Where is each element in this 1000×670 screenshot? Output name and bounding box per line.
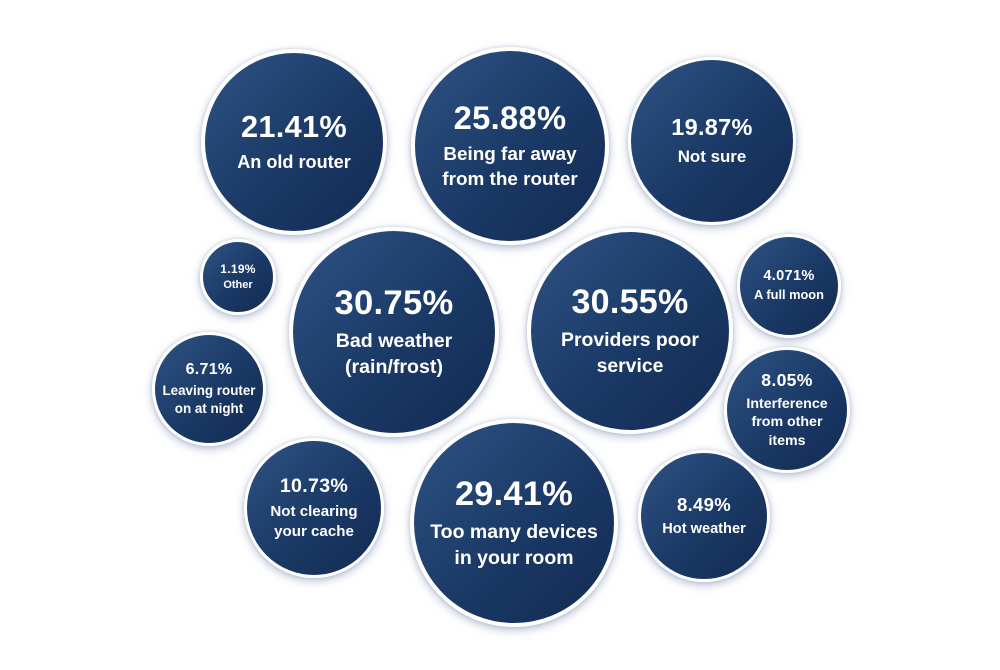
bubble-label: Interference from other items	[746, 395, 828, 449]
bubble-label: Bad weather (rain/frost)	[335, 330, 453, 378]
bubble-providers-poor-service: 30.55% Providers poor service	[527, 228, 733, 434]
bubble-label: Providers poor service	[561, 329, 699, 377]
bubble-label: Other	[223, 279, 253, 291]
bubble-an-old-router: 21.41% An old router	[201, 49, 387, 235]
bubble-value: 6.71%	[185, 360, 233, 378]
bubble-bad-weather: 30.75% Bad weather (rain/frost)	[289, 227, 499, 437]
bubble-value: 10.73%	[279, 474, 349, 497]
bubble-value: 1.19%	[220, 261, 256, 276]
bubble-interference-other-items: 8.05% Interference from other items	[724, 347, 850, 473]
bubble-label: Leaving router on at night	[162, 383, 256, 416]
bubble-label: Not sure	[677, 147, 747, 167]
bubble-other: 1.19% Other	[200, 239, 276, 315]
bubble-label: Too many devices in your room	[430, 521, 598, 569]
bubble-label: Not clearing your cache	[270, 502, 358, 540]
bubble-value: 4.071%	[763, 268, 815, 285]
bubble-value: 30.55%	[571, 283, 689, 322]
bubble-a-full-moon: 4.071% A full moon	[737, 234, 841, 338]
bubble-value: 8.05%	[761, 369, 813, 390]
bubble-value: 25.88%	[453, 99, 567, 137]
bubble-label: Being far away from the router	[442, 144, 578, 190]
bubble-label: Hot weather	[662, 520, 746, 537]
bubble-value: 30.75%	[334, 283, 454, 322]
bubble-leaving-router-on: 6.71% Leaving router on at night	[152, 332, 266, 446]
bubble-value: 29.41%	[454, 475, 574, 514]
bubble-value: 8.49%	[677, 493, 731, 515]
bubble-label: An old router	[237, 152, 351, 173]
bubble-not-sure: 19.87% Not sure	[628, 57, 796, 225]
bubble-far-away-from-router: 25.88% Being far away from the router	[411, 47, 609, 245]
bubble-value: 19.87%	[671, 114, 753, 141]
bubble-label: A full moon	[754, 287, 824, 303]
bubble-value: 21.41%	[241, 109, 347, 145]
bubble-hot-weather: 8.49% Hot weather	[638, 450, 770, 582]
bubble-too-many-devices: 29.41% Too many devices in your room	[410, 419, 618, 627]
bubble-not-clearing-cache: 10.73% Not clearing your cache	[244, 438, 384, 578]
